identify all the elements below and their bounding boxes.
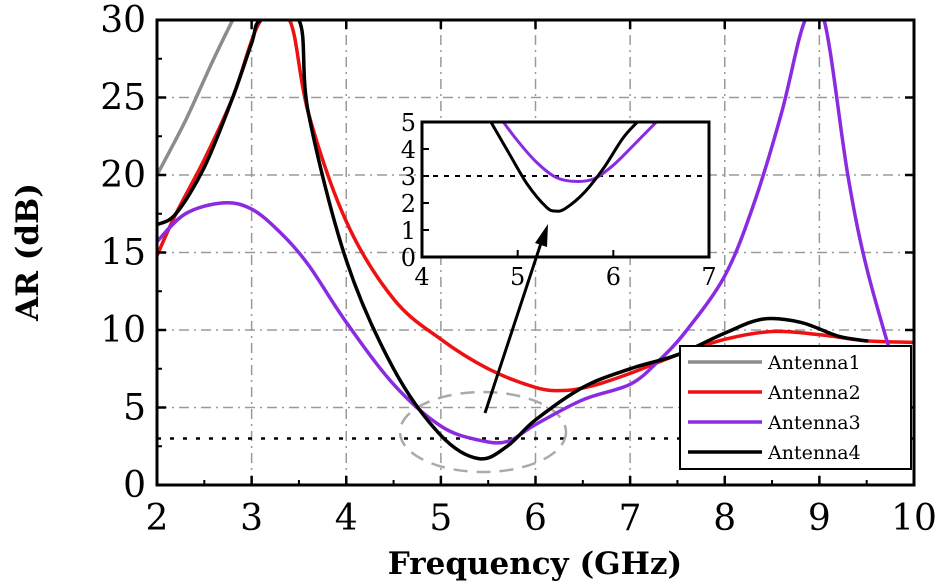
x-axis-label: Frequency (GHz)	[388, 546, 682, 582]
inset-x-tick-label: 5	[510, 263, 525, 291]
y-axis-label: AR (dB)	[10, 183, 46, 322]
inset-y-tick-label: 1	[401, 217, 416, 245]
series-line-antenna3	[157, 20, 897, 445]
inset-x-tick-label: 7	[701, 263, 716, 291]
inset-y-tick-label: 4	[401, 136, 416, 164]
inset-series-layer	[489, 122, 658, 213]
legend-box	[679, 345, 912, 470]
x-tick-label: 10	[891, 498, 937, 539]
inset-y-tick-label: 5	[401, 109, 416, 137]
inset-background	[422, 122, 709, 257]
inset-y-tick-label: 3	[401, 163, 416, 191]
legend: Antenna1 Antenna2 Antenna3 Antenna4	[679, 345, 912, 470]
x-tick-label: 5	[429, 498, 452, 539]
x-tick-label: 9	[808, 498, 831, 539]
series-line-antenna4	[157, 20, 869, 461]
inset-x-tick-label: 6	[606, 263, 621, 291]
inset-frame	[420, 120, 711, 259]
y-tick-label: 5	[123, 388, 146, 429]
x-tick-label: 8	[713, 498, 736, 539]
x-tick-label: 3	[240, 498, 263, 539]
y-tick-label: 10	[100, 310, 146, 351]
inset-series-line-antenna4	[489, 122, 639, 213]
y-tick-label: 15	[100, 233, 146, 274]
inset-x-tick-label: 4	[414, 263, 429, 291]
inset-y-tick-label: 2	[401, 190, 416, 218]
x-tick-label: 7	[619, 498, 642, 539]
legend-label-antenna2: Antenna2	[767, 382, 861, 404]
series-layer	[157, 20, 914, 461]
series-line-antenna1	[157, 20, 235, 177]
x-tick-label: 4	[335, 498, 358, 539]
zoom-arrow-head	[535, 224, 548, 247]
x-tick-label: 6	[524, 498, 547, 539]
y-tick-label: 30	[100, 0, 146, 41]
legend-label-antenna1: Antenna1	[767, 352, 861, 374]
y-tick-label: 0	[123, 465, 146, 506]
inset-ticks	[421, 121, 710, 258]
highlight-ellipse	[398, 390, 568, 474]
inset-y-tick-label: 0	[401, 244, 416, 272]
legend-label-antenna4: Antenna4	[767, 442, 861, 464]
y-tick-label: 20	[100, 155, 146, 196]
legend-label-antenna3: Antenna3	[767, 412, 861, 434]
zoom-arrow	[483, 239, 544, 414]
y-tick-label: 25	[100, 78, 146, 119]
inset-series-line-antenna3	[502, 122, 658, 183]
x-tick-label: 2	[146, 498, 169, 539]
